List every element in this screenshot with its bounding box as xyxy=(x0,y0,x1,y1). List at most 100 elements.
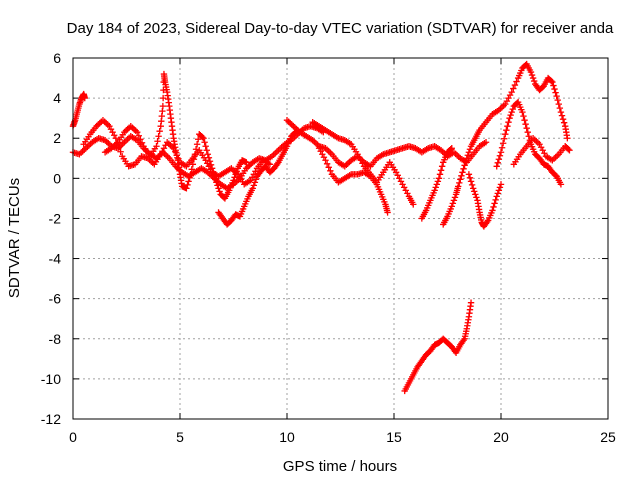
series-arc-2 xyxy=(69,90,88,130)
data-point xyxy=(436,171,444,178)
y-tick-label: 2 xyxy=(53,130,61,146)
data-point xyxy=(548,77,555,85)
data-point xyxy=(497,181,505,188)
data-point xyxy=(194,136,202,143)
data-point xyxy=(266,161,274,168)
data-point xyxy=(231,174,238,181)
data-point xyxy=(251,179,259,186)
data-points xyxy=(69,60,573,395)
data-point xyxy=(199,134,206,141)
data-point xyxy=(510,85,517,92)
data-point xyxy=(135,132,143,139)
data-point xyxy=(187,171,194,178)
data-point xyxy=(495,187,503,194)
y-tick-label: -6 xyxy=(49,291,62,307)
data-point xyxy=(448,203,455,210)
y-tick-label: -8 xyxy=(49,331,62,347)
data-point xyxy=(472,191,479,198)
data-point xyxy=(494,190,501,197)
data-point xyxy=(457,176,464,183)
data-point xyxy=(492,196,499,204)
x-tick-label: 5 xyxy=(176,429,184,445)
y-tick-label: -10 xyxy=(41,371,61,387)
data-point xyxy=(491,200,498,207)
x-tick-label: 10 xyxy=(279,429,295,445)
data-point xyxy=(467,299,475,306)
data-point xyxy=(188,166,195,173)
data-point xyxy=(467,178,475,185)
data-point xyxy=(498,144,506,151)
data-point xyxy=(551,85,558,93)
data-point xyxy=(505,118,512,126)
data-point xyxy=(520,112,527,120)
data-point xyxy=(463,155,470,162)
x-axis-label: GPS time / hours xyxy=(283,458,397,475)
data-point xyxy=(527,68,535,76)
data-point xyxy=(559,115,567,123)
data-point xyxy=(190,156,198,163)
data-point xyxy=(455,183,462,190)
data-point xyxy=(205,154,213,161)
data-point xyxy=(550,82,557,89)
data-point xyxy=(549,78,556,86)
data-point xyxy=(448,145,455,152)
data-point xyxy=(431,187,438,194)
data-point xyxy=(529,74,537,82)
y-tick-label: -2 xyxy=(49,210,62,226)
data-point xyxy=(513,78,520,85)
data-point xyxy=(325,164,332,171)
data-point xyxy=(206,158,214,165)
data-point xyxy=(519,108,526,116)
data-point xyxy=(482,139,490,146)
data-point xyxy=(456,179,463,187)
data-point xyxy=(501,135,508,142)
data-point xyxy=(189,161,197,168)
data-point xyxy=(208,165,216,172)
data-point xyxy=(435,175,443,182)
data-point xyxy=(186,174,193,182)
data-point xyxy=(560,119,568,126)
plot-frame xyxy=(72,57,609,420)
data-point xyxy=(81,94,88,102)
data-point xyxy=(524,129,531,136)
data-point xyxy=(153,143,160,150)
data-point xyxy=(214,182,221,189)
data-point xyxy=(502,131,509,138)
data-point xyxy=(183,185,190,192)
data-point xyxy=(433,181,440,188)
series-arc-13 xyxy=(510,135,573,168)
series-arc-14 xyxy=(401,299,475,395)
data-point xyxy=(211,172,218,179)
x-tick-label: 20 xyxy=(493,429,509,445)
data-point xyxy=(462,158,469,165)
data-point xyxy=(497,149,505,156)
data-point xyxy=(204,151,212,158)
data-point xyxy=(555,100,562,108)
data-point xyxy=(459,169,466,176)
data-point xyxy=(508,108,515,116)
data-point xyxy=(521,116,528,124)
data-point xyxy=(508,88,515,96)
data-point xyxy=(468,181,476,189)
data-point xyxy=(410,201,417,208)
x-tick-label: 25 xyxy=(600,429,616,445)
data-point xyxy=(438,163,446,170)
data-point xyxy=(464,152,472,159)
data-point xyxy=(115,144,123,151)
data-point xyxy=(202,143,209,150)
data-point xyxy=(384,209,391,216)
data-point xyxy=(465,149,473,156)
data-point xyxy=(506,114,513,122)
data-point xyxy=(449,200,457,207)
series-arc-7 xyxy=(309,118,417,208)
data-point xyxy=(460,165,467,173)
y-tick-label: -12 xyxy=(41,411,61,427)
data-point xyxy=(471,188,478,195)
data-point xyxy=(557,108,565,116)
series-arc-6 xyxy=(283,116,490,170)
data-point xyxy=(447,146,454,153)
data-point xyxy=(212,175,219,183)
data-point xyxy=(209,168,217,176)
data-point xyxy=(495,156,503,163)
data-point xyxy=(451,194,459,201)
